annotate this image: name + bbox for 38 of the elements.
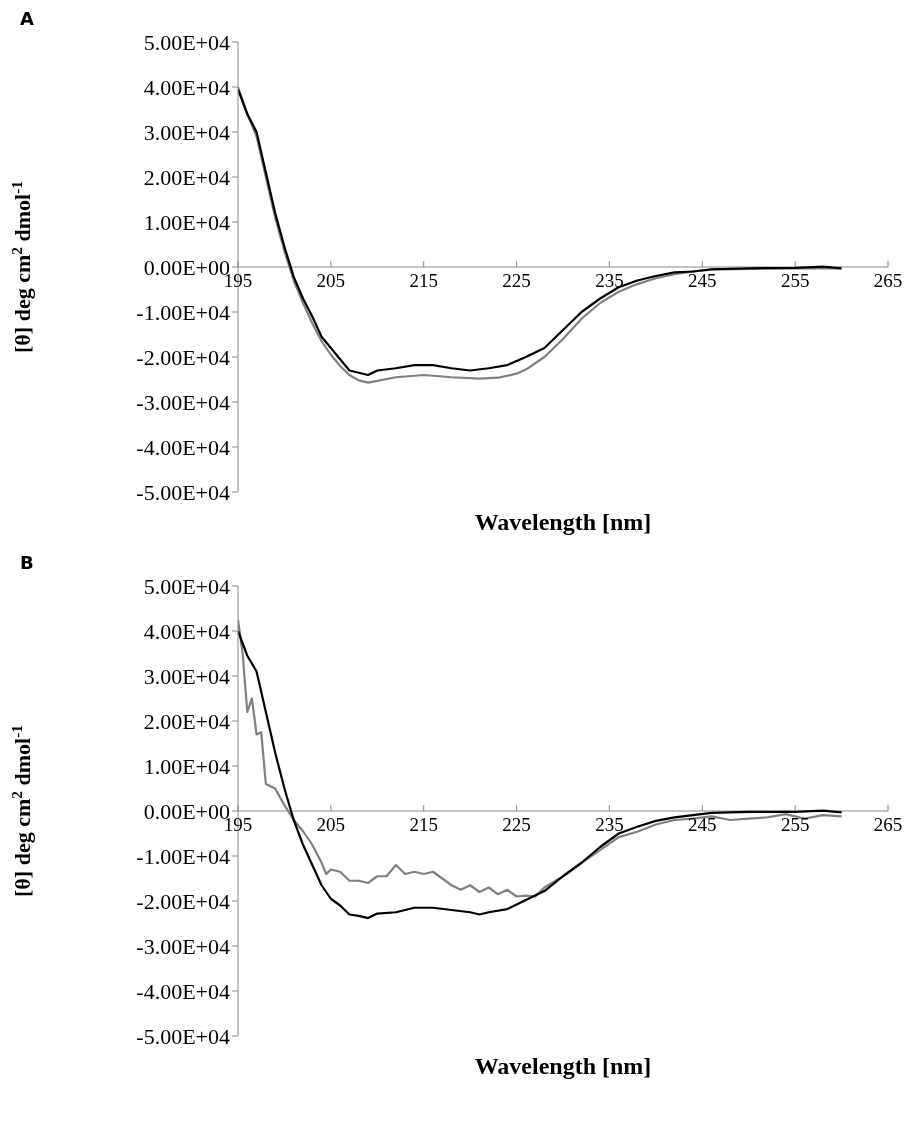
x-tick-label: 215 bbox=[409, 270, 438, 291]
x-tick-label: 235 bbox=[595, 270, 624, 291]
x-tick-label: 255 bbox=[780, 270, 810, 291]
x-tick-label: 245 bbox=[688, 814, 717, 835]
x-tick-label: 215 bbox=[409, 814, 438, 835]
y-tick-label: 1.00E+04 bbox=[143, 209, 230, 235]
y-tick-label: -2.00E+04 bbox=[136, 888, 230, 914]
text: A bbox=[20, 8, 34, 29]
y-tick-label: 1.00E+04 bbox=[143, 753, 230, 779]
y-tick-label: -3.00E+04 bbox=[136, 389, 230, 415]
y-tick-label: 2.00E+04 bbox=[143, 164, 230, 190]
x-tick-label: 225 bbox=[502, 814, 531, 835]
y-tick-label: 3.00E+04 bbox=[143, 119, 230, 145]
x-tick-label: 265 bbox=[873, 270, 903, 291]
x-tick-label: 205 bbox=[316, 814, 346, 835]
y-tick-label: 5.00E+04 bbox=[143, 573, 230, 599]
y-tick-label: 4.00E+04 bbox=[143, 618, 230, 644]
x-axis-title: Wavelength [nm] bbox=[474, 509, 652, 535]
x-tick-label: 235 bbox=[595, 814, 624, 835]
x-tick-label: 225 bbox=[502, 270, 531, 291]
y-tick-label: 5.00E+04 bbox=[143, 29, 230, 55]
y-tick-label: -2.00E+04 bbox=[136, 344, 230, 370]
x-tick-label: 255 bbox=[780, 814, 810, 835]
x-tick-label: 245 bbox=[688, 270, 717, 291]
y-tick-label: 4.00E+04 bbox=[143, 74, 230, 100]
y-tick-label: -5.00E+04 bbox=[136, 1023, 230, 1049]
y-tick-label: -4.00E+04 bbox=[136, 978, 230, 1004]
text: B bbox=[20, 552, 34, 573]
x-tick-label: 205 bbox=[316, 270, 346, 291]
y-tick-label: -5.00E+04 bbox=[136, 479, 230, 505]
y-tick-label: -4.00E+04 bbox=[136, 434, 230, 460]
y-tick-label: -3.00E+04 bbox=[136, 933, 230, 959]
x-axis-title: Wavelength [nm] bbox=[474, 1053, 652, 1079]
y-tick-label: -1.00E+04 bbox=[136, 299, 230, 325]
y-tick-label: 2.00E+04 bbox=[143, 708, 230, 734]
y-tick-label: -1.00E+04 bbox=[136, 843, 230, 869]
y-tick-label: 3.00E+04 bbox=[143, 663, 230, 689]
x-tick-label: 265 bbox=[873, 814, 903, 835]
